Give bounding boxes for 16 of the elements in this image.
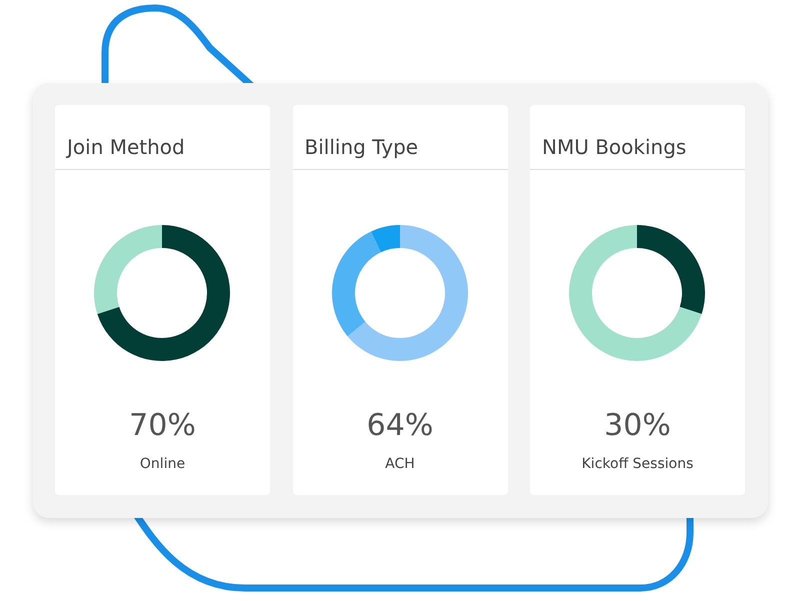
chart-title: NMU Bookings — [542, 135, 686, 159]
donut-slice — [370, 225, 400, 252]
text: 30% — [603, 408, 672, 443]
donut-slice — [332, 231, 380, 336]
chart-title: Billing Type — [304, 135, 418, 159]
donut-slice — [569, 225, 702, 361]
donut-slice — [94, 225, 162, 314]
text: 64% — [366, 408, 434, 443]
text: ACH — [384, 456, 416, 472]
donut-slice — [637, 225, 705, 314]
text: Online — [138, 456, 186, 472]
text: 70% — [128, 408, 197, 443]
donut-slice — [97, 225, 230, 361]
text: Kickoff Sessions — [580, 456, 694, 472]
chart-title: Join Method — [67, 135, 185, 159]
donut-slice — [347, 225, 468, 361]
